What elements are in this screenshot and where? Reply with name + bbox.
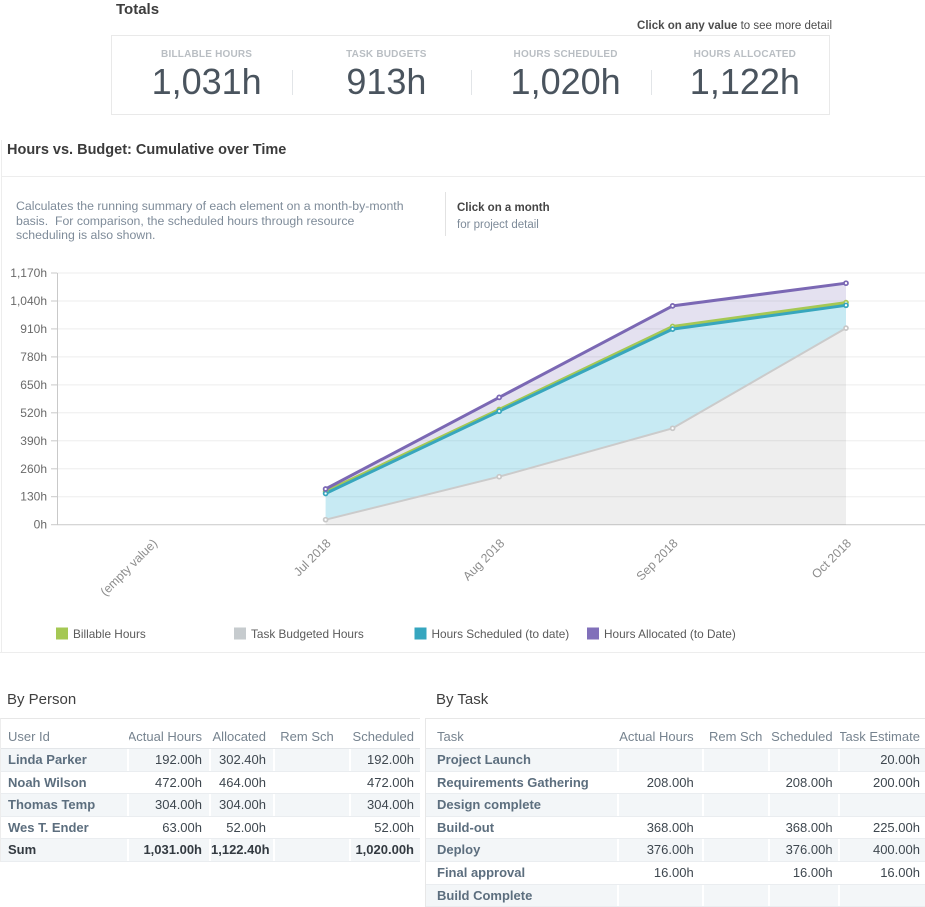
svg-text:130h: 130h — [20, 490, 47, 504]
svg-text:910h: 910h — [20, 322, 47, 336]
svg-text:Sep 2018: Sep 2018 — [634, 536, 681, 583]
svg-text:650h: 650h — [20, 378, 47, 392]
svg-text:(empty value): (empty value) — [98, 536, 161, 599]
svg-text:Task Budgeted Hours: Task Budgeted Hours — [251, 627, 364, 641]
svg-text:780h: 780h — [20, 350, 47, 364]
svg-text:260h: 260h — [20, 462, 47, 476]
svg-text:0h: 0h — [34, 518, 47, 532]
svg-text:390h: 390h — [20, 434, 47, 448]
svg-text:1,040h: 1,040h — [10, 294, 47, 308]
svg-text:520h: 520h — [20, 406, 47, 420]
svg-text:Hours Scheduled (to date): Hours Scheduled (to date) — [432, 627, 570, 641]
svg-text:Oct 2018: Oct 2018 — [809, 536, 854, 581]
svg-text:1,170h: 1,170h — [10, 266, 47, 280]
svg-text:Jul 2018: Jul 2018 — [291, 536, 334, 579]
svg-text:Billable Hours: Billable Hours — [73, 627, 146, 641]
svg-text:Hours Allocated (to Date): Hours Allocated (to Date) — [604, 627, 736, 641]
svg-text:Aug 2018: Aug 2018 — [460, 536, 507, 583]
